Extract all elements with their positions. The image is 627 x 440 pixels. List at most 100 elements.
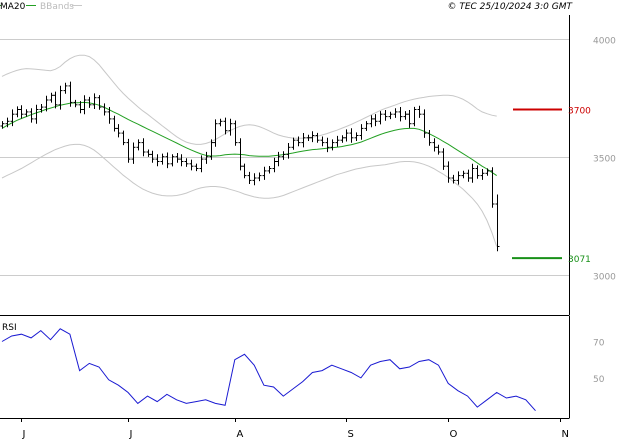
ohlc-bar [175, 153, 180, 163]
ohlc-bar [10, 109, 15, 127]
ohlc-bar [68, 81, 73, 107]
ohlc-bar [141, 138, 146, 157]
ohlc-bar [446, 161, 451, 183]
rsi-line [1, 328, 536, 412]
price-y-tick-label: 3500 [593, 155, 616, 165]
ohlc-bar [475, 165, 480, 179]
legend-ma-label: MA20 [0, 2, 26, 12]
x-tick-label: N [562, 429, 569, 440]
ohlc-bar [315, 132, 320, 143]
ohlc-bar [160, 153, 165, 165]
ohlc-bar [24, 109, 29, 117]
ohlc-bar [34, 104, 39, 124]
ohlc-bar [257, 172, 262, 182]
ohlc-bar [340, 135, 345, 143]
ohlc-bar [102, 103, 107, 116]
ohlc-bar [461, 170, 466, 179]
ohlc-bar [398, 107, 403, 122]
ohlc-bar [272, 157, 277, 173]
ohlc-bar [466, 169, 471, 182]
ohlc-bar [218, 118, 223, 127]
ohlc-bar [310, 131, 315, 143]
ohlc-bar [170, 154, 175, 167]
ohlc-bar [276, 151, 281, 167]
ohlc-bar [112, 115, 117, 132]
ohlc-bar [388, 111, 393, 120]
ohlc-bar [281, 151, 286, 160]
rsi-y-ticks: 70 50 [593, 339, 605, 385]
rsi-y-tick-label: 70 [593, 339, 605, 349]
x-tick-label: J [22, 429, 26, 440]
rsi-panel-label: RSI [2, 323, 17, 333]
ohlc-bar [116, 124, 121, 138]
price-levels: 3700 3071 [512, 107, 591, 265]
ohlc-bar [359, 124, 364, 140]
rsi-y-tick-label: 50 [593, 375, 605, 385]
ohlc-bar [344, 129, 349, 142]
ohlc-bar [485, 168, 490, 176]
ohlc-bar [155, 154, 160, 167]
price-gridlines [0, 39, 569, 276]
bollinger-bands [1, 54, 498, 247]
ohlc-bar [490, 167, 495, 208]
ohlc-bar [301, 133, 306, 148]
ohlc-bar [286, 143, 291, 159]
ohlc-bar [194, 163, 199, 172]
ohlc-bar [291, 137, 296, 150]
ohlc-bar [213, 119, 218, 147]
ohlc-bar [107, 107, 112, 124]
ohlc-bar [92, 93, 97, 109]
ohlc-bar [53, 91, 58, 109]
ohlc-bar [306, 134, 311, 141]
ohlc-bar [97, 95, 102, 110]
ohlc-bar [378, 111, 383, 125]
ohlc-bar [29, 108, 34, 123]
price-y-tick-label: 3000 [593, 273, 616, 283]
ohlc-bar [165, 152, 170, 169]
ohlc-bar [262, 166, 267, 180]
ohlc-bar [451, 174, 456, 184]
ohlc-bar [349, 128, 354, 143]
x-tick-label: S [348, 429, 354, 440]
x-tick-label: O [450, 429, 458, 440]
ohlc-bar [73, 99, 78, 108]
ohlc-bar [470, 163, 475, 183]
price-y-ticks: 4000 3500 3000 [593, 37, 616, 283]
bbands-lower-line [1, 143, 498, 247]
ohlc-bar [432, 138, 437, 152]
ohlc-bar [335, 135, 340, 147]
rsi-line-group [1, 328, 536, 412]
ohlc-bar [354, 132, 359, 141]
ohlc-bar [184, 158, 189, 167]
price-y-tick-label: 4000 [593, 37, 616, 47]
ohlc-bar [296, 136, 301, 147]
ohlc-bar [82, 95, 87, 115]
ohlc-bar [427, 130, 432, 146]
ohlc-bar [233, 120, 238, 146]
ma20-line [1, 101, 497, 177]
ohlc-bar [204, 151, 209, 164]
ohlc-bar [238, 138, 243, 171]
ohlc-bar [136, 139, 141, 151]
ohlc-bar [49, 92, 54, 103]
ohlc-bar [383, 110, 388, 121]
ohlc-bar [369, 115, 374, 128]
ohlc-bar [417, 105, 422, 118]
x-tick-label: A [237, 429, 244, 440]
ohlc-bar [436, 144, 441, 155]
ohlc-bar [441, 148, 446, 170]
ohlc-bar [267, 166, 272, 174]
ohlc-bar [131, 142, 136, 164]
ohlc-bar [78, 101, 83, 114]
ohlc-bar [39, 104, 44, 113]
ohlc-bar [223, 117, 228, 135]
ohlc-bar [15, 106, 20, 118]
ohlc-bar [252, 173, 257, 186]
ohlc-bar [0, 121, 5, 129]
support-level-label: 3071 [568, 255, 591, 265]
ohlc-bar [179, 154, 184, 167]
ohlc-bar [330, 139, 335, 151]
ohlc-bar [403, 111, 408, 120]
ohlc-bar [456, 171, 461, 185]
